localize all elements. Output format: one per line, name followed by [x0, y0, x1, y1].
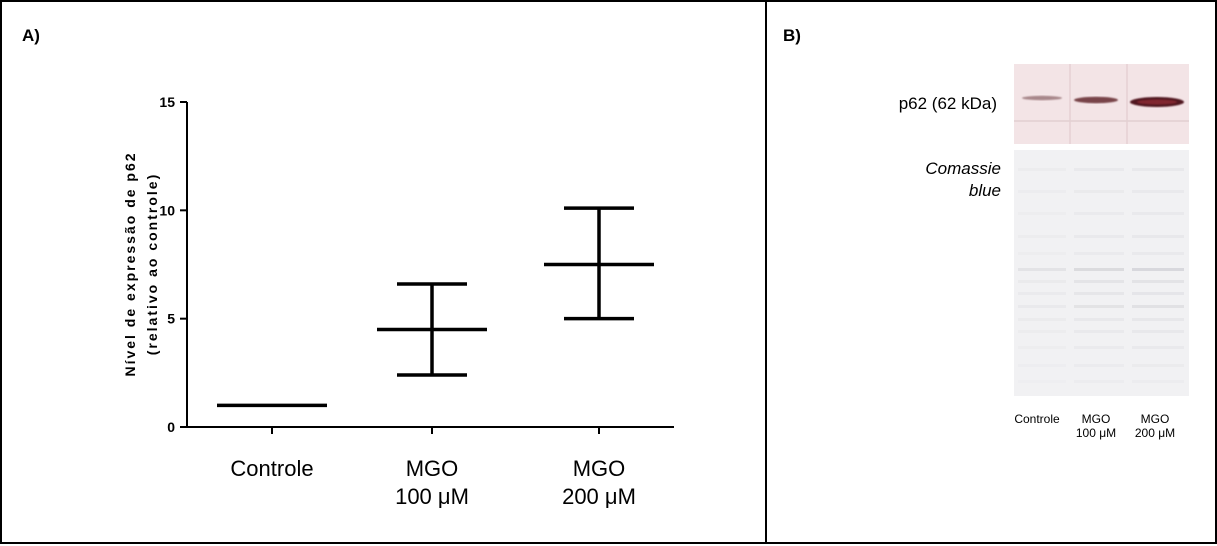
faint-band	[1014, 120, 1189, 122]
x-tick-label: MGO	[406, 456, 459, 481]
band-lane-3-core	[1137, 99, 1177, 105]
gel-band	[1018, 330, 1066, 333]
gel-band	[1132, 305, 1184, 308]
lane-divider	[1126, 64, 1128, 144]
gel-band	[1018, 280, 1066, 283]
gel-band	[1074, 318, 1124, 321]
gel-band	[1074, 292, 1124, 295]
stain-label-line1: Comassie	[925, 159, 1001, 178]
stain-label-line2: blue	[968, 181, 1001, 200]
gel-band	[1132, 364, 1184, 367]
gel-band	[1074, 190, 1124, 193]
y-tick-label: 15	[159, 94, 175, 110]
gel-band	[1018, 252, 1066, 255]
band-lane-1	[1022, 95, 1062, 101]
gel-band	[1074, 168, 1124, 171]
y-tick-label: 5	[167, 311, 175, 327]
gel-band	[1132, 292, 1184, 295]
lane-label-1-line1: Controle	[1014, 412, 1060, 426]
gel-band	[1074, 235, 1124, 238]
y-axis-label-line1: Nível de expressão de p62	[122, 151, 138, 376]
panel-b: B) p62 (62 kDa) Comassie blue Controle M…	[765, 0, 1217, 544]
gel-band	[1074, 380, 1124, 383]
lane-label-3: MGO 200 μM	[1125, 412, 1185, 440]
gel-band	[1018, 292, 1066, 295]
gel-band	[1132, 235, 1184, 238]
gel-band	[1018, 168, 1066, 171]
x-tick-label: Controle	[230, 456, 313, 481]
gel-band	[1132, 252, 1184, 255]
gel-band	[1132, 268, 1184, 271]
gel-band	[1132, 212, 1184, 215]
gel-band	[1132, 330, 1184, 333]
gel-band	[1132, 380, 1184, 383]
band-lane-2	[1074, 96, 1118, 104]
y-tick-label: 10	[159, 202, 175, 218]
gel-band	[1018, 190, 1066, 193]
panel-a-letter: A)	[22, 26, 40, 45]
gel-band	[1018, 235, 1066, 238]
y-axis-label-line2: (relativo ao controle)	[144, 173, 160, 355]
panel-a: A) 0 5 10 15 Controle MGO 100 μM MGO 200 μM Nível…	[0, 0, 767, 544]
lane-label-3-line2: 200 μM	[1134, 426, 1176, 440]
gel-bands	[1018, 168, 1184, 383]
gel-band	[1132, 190, 1184, 193]
lane-divider	[1069, 64, 1071, 144]
gel-band	[1018, 305, 1066, 308]
coomassie-gel	[1014, 150, 1189, 396]
y-tick-label: 0	[167, 419, 175, 435]
protein-label: p62 (62 kDa)	[898, 94, 997, 113]
scatter-chart: 0 5 10 15 Controle MGO 100 μM MGO 200 μM Nível de…	[122, 94, 674, 509]
gel-band	[1074, 268, 1124, 271]
gel-band	[1074, 346, 1124, 349]
gel-band	[1018, 212, 1066, 215]
x-tick-label: MGO	[573, 456, 626, 481]
chart-axes: 0 5 10 15 Controle MGO 100 μM MGO 200 μM Nível de…	[122, 94, 674, 509]
gel-background	[1014, 150, 1189, 396]
x-tick-label-line2: 200 μM	[562, 484, 636, 509]
gel-band	[1018, 346, 1066, 349]
chart-marks	[217, 206, 654, 408]
lane-label-3-line1: MGO	[1140, 412, 1170, 426]
lane-label-1: Controle	[1007, 412, 1067, 426]
gel-band	[1018, 380, 1066, 383]
lane-label-2: MGO 100 μM	[1066, 412, 1126, 440]
gel-band	[1132, 168, 1184, 171]
gel-band	[1074, 330, 1124, 333]
western-blot-p62	[1014, 64, 1189, 144]
gel-band	[1074, 212, 1124, 215]
gel-band	[1018, 364, 1066, 367]
gel-band	[1018, 268, 1066, 271]
gel-band	[1074, 252, 1124, 255]
gel-band	[1074, 280, 1124, 283]
gel-band	[1018, 318, 1066, 321]
gel-band	[1132, 346, 1184, 349]
lane-label-2-line1: MGO	[1081, 412, 1111, 426]
stain-label: Comassie blue	[867, 158, 1001, 202]
panel-b-letter: B)	[783, 26, 801, 45]
gel-band	[1074, 305, 1124, 308]
gel-band	[1132, 280, 1184, 283]
gel-band	[1132, 318, 1184, 321]
x-tick-label-line2: 100 μM	[395, 484, 469, 509]
gel-band	[1074, 364, 1124, 367]
lane-label-2-line2: 100 μM	[1075, 426, 1117, 440]
